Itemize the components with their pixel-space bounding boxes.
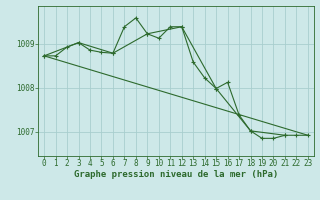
X-axis label: Graphe pression niveau de la mer (hPa): Graphe pression niveau de la mer (hPa): [74, 170, 278, 179]
